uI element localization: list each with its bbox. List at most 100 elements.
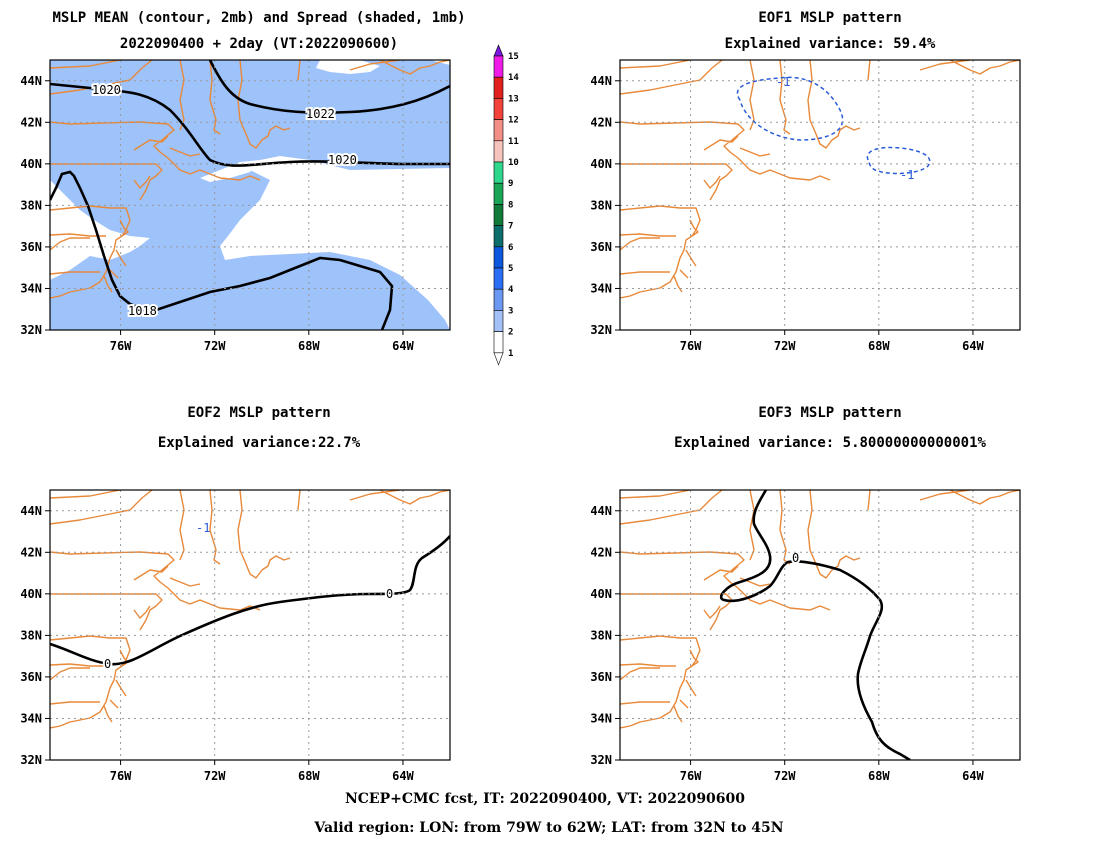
colorbar-tick-label: 14 [508, 73, 519, 83]
contour-label: 1022 [306, 107, 335, 121]
colorbar-segment [493, 140, 504, 163]
x-tick-label: 68W [868, 769, 890, 783]
grid-lines [620, 490, 1020, 760]
colorbar-segment [493, 161, 504, 184]
colorbar-tick-label: 9 [508, 179, 513, 189]
y-tick-label: 36N [590, 670, 612, 684]
x-tick-label: 68W [298, 339, 320, 353]
colorbar-tick-label: 7 [508, 222, 513, 232]
y-tick-label: 40N [590, 157, 612, 171]
contour-label: 1020 [92, 83, 121, 97]
y-tick-label: 44N [20, 74, 42, 88]
plot-frame [49, 59, 451, 331]
x-tick-label: 72W [204, 769, 226, 783]
panel-mslp-mean-spread: MSLP MEAN (contour, 2mb) and Spread (sha… [20, 10, 465, 353]
footer-line-1: NCEP+CMC fcst, IT: 2022090400, VT: 20220… [345, 791, 745, 807]
colorbar-arrow-top [493, 44, 504, 57]
colorbar-tick-label: 11 [508, 137, 519, 147]
colorbar-tick-label: 2 [508, 328, 513, 338]
y-tick-label: 42N [590, 545, 612, 559]
colorbar-tick-label: 5 [508, 264, 513, 274]
y-tick-label: 34N [20, 281, 42, 295]
spread-gap-north [316, 60, 380, 74]
colorbar-segment [493, 76, 504, 99]
contour-1022 [208, 60, 450, 115]
x-tick-label: 76W [110, 339, 132, 353]
x-tick-label: 72W [774, 339, 796, 353]
x-tick-label: 68W [868, 339, 890, 353]
panel2-title: EOF1 MSLP pattern [758, 10, 901, 26]
colorbar-tick-label: 10 [508, 158, 519, 168]
y-tick-label: 44N [590, 74, 612, 88]
y-tick-label: 38N [590, 198, 612, 212]
colorbar-tick-label: 1 [508, 349, 513, 359]
x-tick-label: 76W [680, 339, 702, 353]
y-tick-label: 36N [20, 670, 42, 684]
contour-label: 1018 [128, 304, 157, 318]
colorbar-tick-label: 12 [508, 116, 519, 126]
panel2-subtitle: Explained variance: 59.4% [725, 36, 936, 52]
colorbar-segment [493, 119, 504, 142]
y-tick-label: 40N [590, 587, 612, 601]
colorbar-segment [493, 288, 504, 311]
panel-eof1: EOF1 MSLP pattern Explained variance: 59… [590, 10, 1021, 353]
panel3-title: EOF2 MSLP pattern [187, 405, 330, 421]
colorbar-arrow-bottom [493, 352, 504, 366]
colorbar-segment [493, 225, 504, 248]
y-tick-label: 34N [20, 711, 42, 725]
x-tick-label: 72W [774, 769, 796, 783]
footer-line-2: Valid region: LON: from 79W to 62W; LAT:… [313, 820, 783, 836]
y-tick-label: 38N [20, 628, 42, 642]
grid-lines [50, 490, 450, 760]
eof1-negative-contour-north [736, 76, 844, 141]
eof1-negative-contour-south [866, 146, 931, 175]
y-tick-label: 38N [20, 198, 42, 212]
eof3-zero-contour [719, 490, 911, 760]
y-tick-label: 40N [20, 587, 42, 601]
colorbar-segment [493, 204, 504, 226]
eof3-contour-label: 0 [792, 551, 799, 565]
eof1-contour-label: -1 [900, 168, 914, 182]
x-tick-label: 76W [680, 769, 702, 783]
contour-1018 [50, 170, 394, 330]
colorbar-segment [493, 267, 504, 290]
x-tick-label: 64W [962, 339, 984, 353]
panel4-title: EOF3 MSLP pattern [758, 405, 901, 421]
plot-frame [619, 59, 1021, 331]
y-tick-label: 36N [590, 240, 612, 254]
eof2-contour-label: -1 [196, 521, 210, 535]
plot-frame [619, 489, 1021, 761]
panel3-subtitle: Explained variance:22.7% [158, 435, 361, 451]
colorbar-tick-label: 3 [508, 306, 513, 316]
colorbar-segment [493, 331, 504, 354]
contour-label: 1020 [328, 153, 357, 167]
colorbar-segment [493, 182, 504, 205]
colorbar-tick-label: 8 [508, 200, 513, 210]
x-tick-label: 72W [204, 339, 226, 353]
panel-eof2: EOF2 MSLP pattern Explained variance:22.… [20, 405, 451, 783]
colorbar: 15 14 13 12 11 10 9 8 7 6 5 4 3 2 1 [493, 44, 519, 366]
grid-lines [620, 60, 1020, 330]
contour-1020-west [50, 82, 450, 167]
y-tick-label: 40N [20, 157, 42, 171]
eof2-contour-label: 0 [104, 657, 111, 671]
grid-lines [50, 60, 450, 330]
y-tick-label: 32N [20, 753, 42, 767]
eof2-contour-label: 0 [386, 587, 393, 601]
panel1-title: MSLP MEAN (contour, 2mb) and Spread (sha… [52, 10, 465, 26]
y-tick-label: 36N [20, 240, 42, 254]
plot-frame [49, 489, 451, 761]
y-tick-label: 44N [20, 504, 42, 518]
panel4-subtitle: Explained variance: 5.80000000000001% [674, 435, 986, 451]
x-tick-label: 64W [392, 339, 414, 353]
x-tick-label: 64W [392, 769, 414, 783]
y-tick-label: 34N [590, 711, 612, 725]
y-tick-label: 42N [20, 115, 42, 129]
colorbar-tick-label: 6 [508, 243, 513, 253]
y-tick-label: 44N [590, 504, 612, 518]
colorbar-segment [493, 246, 504, 269]
y-tick-label: 34N [590, 281, 612, 295]
colorbar-segment [493, 310, 504, 332]
colorbar-tick-label: 15 [508, 52, 519, 62]
